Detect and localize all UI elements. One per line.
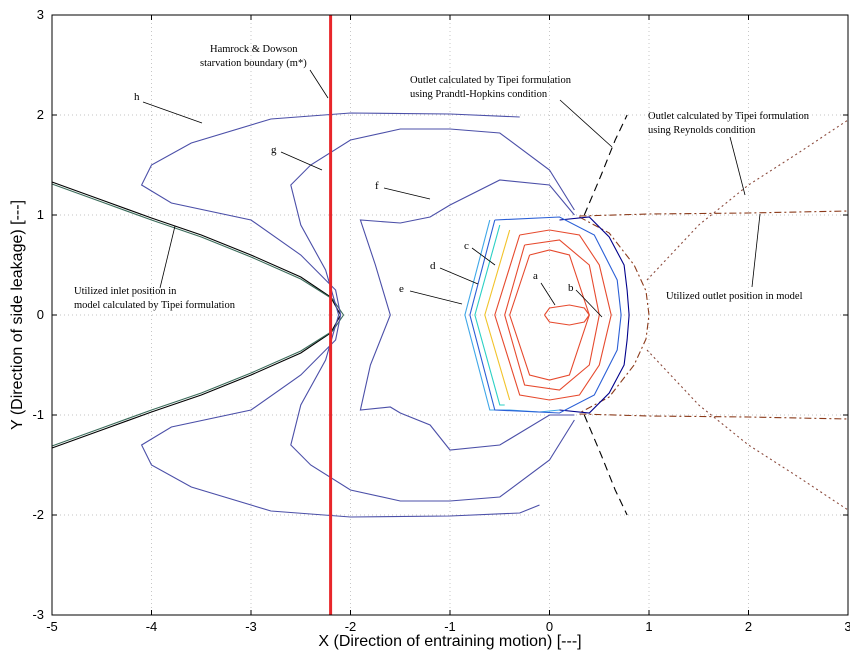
leader-d: [439, 267, 479, 285]
annotation-prandtl-line2: using Prandtl-Hopkins condition: [410, 89, 548, 100]
annotation-hamrock-line2: starvation boundary (m*): [200, 58, 307, 69]
x-tick-label: -2: [345, 619, 357, 634]
annotation-outlet: Utilized outlet position in model: [666, 291, 803, 302]
series-utilized-outlet-bot: [579, 413, 849, 420]
x-tick-label: 0: [546, 619, 553, 634]
series-contour-c: [484, 229, 511, 401]
y-tick-label: 1: [37, 207, 44, 222]
series-outlet-rey-bot: [646, 119, 849, 281]
series-outlet-ph-top: [583, 114, 628, 216]
contour-label-h: h: [134, 91, 140, 103]
contour-label-e: e: [399, 283, 404, 295]
contour-label-g: g: [271, 144, 277, 156]
ticks: -5 -4 -3 -2 -1 0 1 2 3 -3 -2 -1 0 1 2 3: [32, 7, 850, 634]
arrow-hamrock: [309, 69, 329, 99]
series-contour-a: [544, 304, 590, 326]
x-tick-label: -4: [146, 619, 158, 634]
leader-a: [540, 282, 556, 306]
series-layer: [51, 15, 849, 615]
x-tick-label: -3: [245, 619, 257, 634]
leader-b: [575, 289, 603, 318]
leader-h: [142, 101, 203, 124]
series-outlet-outline: [559, 216, 630, 414]
annotation-prandtl-line1: Outlet calculated by Tipei formulation: [410, 75, 572, 86]
contour-label-b: b: [568, 282, 574, 294]
series-contour-b: [504, 239, 600, 391]
leader-e: [409, 290, 463, 305]
leader-c: [471, 247, 496, 266]
y-tick-label: -2: [32, 507, 44, 522]
contour-label-c: c: [464, 240, 469, 252]
contour-label-d: d: [430, 260, 436, 272]
annotation-reynolds-line2: using Reynolds condition: [648, 125, 756, 136]
contour-label-f: f: [375, 180, 379, 192]
series-utilized-outlet: [579, 216, 650, 414]
y-axis-label: Y (Direction of side leakage) [---]: [9, 200, 26, 430]
series-contour-f: [359, 179, 575, 451]
leader-g: [280, 151, 323, 171]
arrow-inlet: [159, 225, 176, 289]
x-tick-label: -5: [46, 619, 58, 634]
arrow-reynolds: [729, 136, 746, 196]
series-contour-h: [140, 112, 540, 518]
annotation-hamrock-line1: Hamrock & Dowson: [210, 44, 298, 55]
x-axis-label: X (Direction of entraining motion) [---]: [318, 633, 581, 650]
arrow-prandtl: [559, 99, 613, 148]
y-tick-label: -3: [32, 607, 44, 622]
series-contour-d: [474, 224, 505, 406]
arrow-outlet: [751, 213, 761, 288]
y-tick-label: 2: [37, 107, 44, 122]
x-tick-label: -1: [444, 619, 456, 634]
series-contour-blue: [469, 216, 622, 414]
grid: [51, 14, 849, 616]
annotation-reynolds-line1: Outlet calculated by Tipei formulation: [648, 111, 810, 122]
x-tick-label: 3: [844, 619, 850, 634]
annotation-inlet-line2: model calculated by Tipei formulation: [74, 300, 236, 311]
series-contour-red2: [509, 249, 590, 381]
series-contour-red1: [494, 229, 612, 401]
y-tick-label: -1: [32, 407, 44, 422]
contour-label-a: a: [533, 270, 538, 282]
series-utilized-outlet-top: [579, 210, 849, 217]
series-outlet-rey-top: [646, 349, 849, 511]
series-inlet-2: [51, 183, 345, 447]
y-tick-label: 0: [37, 307, 44, 322]
leader-f: [383, 187, 431, 200]
annotation-inlet-line1: Utilized inlet position in: [74, 286, 177, 297]
y-tick-label: 3: [37, 7, 44, 22]
series-contour-g: [290, 128, 575, 502]
x-tick-label: 2: [745, 619, 752, 634]
series-outlet-ph-bot: [583, 414, 628, 516]
annotation-arrows: [142, 69, 761, 318]
x-tick-label: 1: [645, 619, 652, 634]
